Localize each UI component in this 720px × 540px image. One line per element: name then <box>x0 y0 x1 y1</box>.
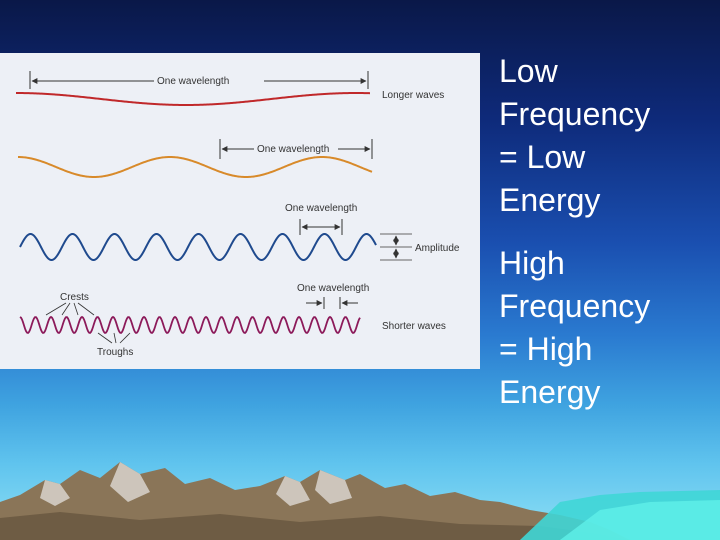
trough-pointer <box>119 332 131 344</box>
frequency-energy-text: Low Frequency = Low Energy High Frequenc… <box>499 50 714 434</box>
water-highlight <box>560 500 720 540</box>
mountain-landscape <box>0 462 720 540</box>
amplitude-wave-group: One wavelength Amplitude <box>19 203 460 261</box>
longer-waves-label: Longer waves <box>382 90 444 101</box>
troughs-label: Troughs <box>97 347 133 358</box>
high-line-3: = High <box>499 331 593 367</box>
high-line-4: Energy <box>499 374 601 410</box>
medium-wave <box>17 155 373 179</box>
wavelength-label-3: One wavelength <box>285 203 357 214</box>
wavelength-label-1: One wavelength <box>157 76 229 87</box>
low-line-3: = Low <box>499 139 586 175</box>
crest-pointer <box>45 302 67 316</box>
high-line-2: Frequency <box>499 288 651 324</box>
longer-wave <box>16 92 371 106</box>
shorter-waves-label: Shorter waves <box>382 321 446 332</box>
longer-wave-group: One wavelength Longer waves <box>16 71 444 106</box>
low-line-2: Frequency <box>499 96 651 132</box>
amplitude-wave <box>19 233 377 261</box>
high-frequency-statement: High Frequency = High Energy <box>499 242 714 414</box>
crests-label: Crests <box>60 292 89 303</box>
mountain-foothills <box>0 512 630 540</box>
high-line-1: High <box>499 245 565 281</box>
crest-pointer <box>77 302 95 316</box>
shorter-wave-group: One wavelength Crests Troughs Shorter wa… <box>19 283 446 358</box>
low-line-4: Energy <box>499 182 601 218</box>
mountain-snow <box>40 462 352 506</box>
low-line-1: Low <box>499 53 558 89</box>
trough-pointer <box>113 332 117 344</box>
wave-diagram-panel: One wavelength Longer waves One waveleng… <box>0 53 480 369</box>
trough-pointer <box>97 332 113 344</box>
low-frequency-statement: Low Frequency = Low Energy <box>499 50 714 222</box>
crest-pointer <box>61 302 71 316</box>
wavelength-label-4: One wavelength <box>297 283 369 294</box>
amplitude-label: Amplitude <box>415 243 460 254</box>
medium-wave-group: One wavelength <box>17 139 373 179</box>
wavelength-label-2: One wavelength <box>257 144 329 155</box>
crest-pointer <box>73 302 79 316</box>
shorter-wave <box>19 315 361 334</box>
wave-diagram: One wavelength Longer waves One waveleng… <box>16 71 460 358</box>
